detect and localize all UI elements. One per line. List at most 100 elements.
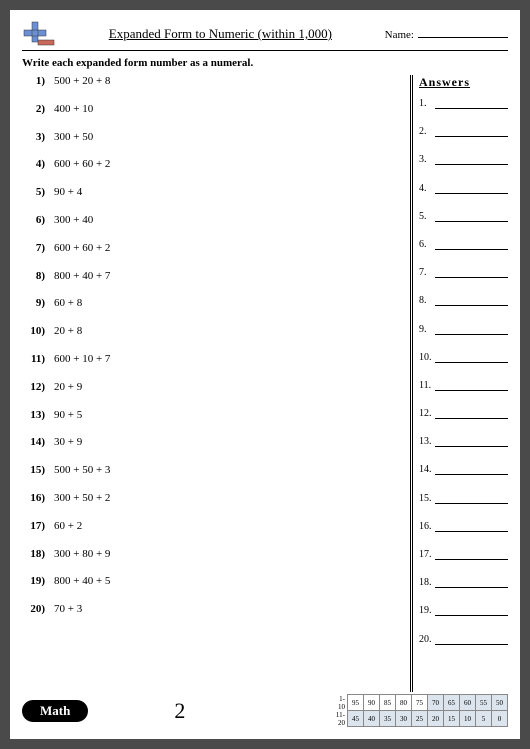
problem-row: 13)90 + 5 xyxy=(26,409,410,421)
answer-blank xyxy=(435,184,508,194)
answers-heading: Answers xyxy=(419,75,508,90)
problem-number: 16) xyxy=(26,492,48,504)
answer-blank xyxy=(435,325,508,335)
answer-row: 16. xyxy=(419,521,508,532)
problem-text: 800 + 40 + 7 xyxy=(48,270,110,282)
answer-blank xyxy=(435,606,508,616)
problem-row: 8)800 + 40 + 7 xyxy=(26,270,410,282)
answer-row: 17. xyxy=(419,549,508,560)
score-cell: 40 xyxy=(364,711,380,727)
score-cell: 20 xyxy=(428,711,444,727)
answer-number: 19. xyxy=(419,605,435,616)
plus-minus-icon xyxy=(22,20,56,48)
instruction-text: Write each expanded form number as a num… xyxy=(22,57,508,69)
answer-blank xyxy=(435,494,508,504)
answer-number: 5. xyxy=(419,211,435,222)
score-cell: 5 xyxy=(476,711,492,727)
answer-row: 9. xyxy=(419,324,508,335)
problem-row: 18)300 + 80 + 9 xyxy=(26,548,410,560)
problem-row: 2)400 + 10 xyxy=(26,103,410,115)
answer-number: 8. xyxy=(419,295,435,306)
answer-blank xyxy=(435,99,508,109)
worksheet-title: Expanded Form to Numeric (within 1,000) xyxy=(62,26,379,42)
score-cell: 55 xyxy=(476,695,492,711)
answer-blank xyxy=(435,550,508,560)
body: 1)500 + 20 + 82)400 + 103)300 + 504)600 … xyxy=(22,75,508,692)
answer-blank xyxy=(435,353,508,363)
answer-blank xyxy=(435,522,508,532)
answer-blank xyxy=(435,437,508,447)
score-cell: 35 xyxy=(380,711,396,727)
score-cell: 0 xyxy=(492,711,508,727)
answer-row: 7. xyxy=(419,267,508,278)
score-cell: 50 xyxy=(492,695,508,711)
answer-number: 14. xyxy=(419,464,435,475)
problem-text: 600 + 60 + 2 xyxy=(48,158,110,170)
problem-row: 1)500 + 20 + 8 xyxy=(26,75,410,87)
answer-number: 9. xyxy=(419,324,435,335)
name-label: Name: xyxy=(385,29,414,41)
answer-row: 10. xyxy=(419,352,508,363)
problem-row: 9)60 + 8 xyxy=(26,297,410,309)
problem-row: 7)600 + 60 + 2 xyxy=(26,242,410,254)
score-cell: 85 xyxy=(380,695,396,711)
problem-number: 13) xyxy=(26,409,48,421)
answer-number: 1. xyxy=(419,98,435,109)
problem-row: 6)300 + 40 xyxy=(26,214,410,226)
score-cell: 80 xyxy=(396,695,412,711)
problem-row: 17)60 + 2 xyxy=(26,520,410,532)
problem-row: 14)30 + 9 xyxy=(26,436,410,448)
answer-row: 19. xyxy=(419,605,508,616)
problem-text: 90 + 5 xyxy=(48,409,82,421)
problem-text: 20 + 9 xyxy=(48,381,82,393)
problem-row: 10)20 + 8 xyxy=(26,325,410,337)
answer-row: 13. xyxy=(419,436,508,447)
answer-number: 15. xyxy=(419,493,435,504)
problem-row: 15)500 + 50 + 3 xyxy=(26,464,410,476)
answer-row: 14. xyxy=(419,464,508,475)
footer: Math 2 1-1095908580757065605550 11-20454… xyxy=(22,694,508,727)
problem-text: 70 + 3 xyxy=(48,603,82,615)
answer-number: 10. xyxy=(419,352,435,363)
answer-blank xyxy=(435,578,508,588)
answer-blank xyxy=(435,381,508,391)
problem-number: 2) xyxy=(26,103,48,115)
problem-text: 300 + 50 + 2 xyxy=(48,492,110,504)
problem-number: 19) xyxy=(26,575,48,587)
problem-row: 12)20 + 9 xyxy=(26,381,410,393)
problem-text: 30 + 9 xyxy=(48,436,82,448)
problem-text: 800 + 40 + 5 xyxy=(48,575,110,587)
answer-number: 17. xyxy=(419,549,435,560)
answer-number: 6. xyxy=(419,239,435,250)
answer-row: 3. xyxy=(419,154,508,165)
answer-blank xyxy=(435,240,508,250)
answer-number: 18. xyxy=(419,577,435,588)
score-cell: 95 xyxy=(348,695,364,711)
score-row-label: 1-10 xyxy=(332,695,348,711)
score-cell: 60 xyxy=(460,695,476,711)
problem-text: 60 + 2 xyxy=(48,520,82,532)
answer-blank xyxy=(435,268,508,278)
answer-number: 4. xyxy=(419,183,435,194)
answer-row: 15. xyxy=(419,493,508,504)
score-cell: 30 xyxy=(396,711,412,727)
problem-number: 1) xyxy=(26,75,48,87)
answer-blank xyxy=(435,212,508,222)
answers-column: Answers 1. 2. 3. 4. 5. 6. 7. 8. 9. 10. 11. 12. 13. 14… xyxy=(410,75,508,692)
problem-row: 16)300 + 50 + 2 xyxy=(26,492,410,504)
score-grid: 1-1095908580757065605550 11-204540353025… xyxy=(332,694,509,727)
problem-number: 11) xyxy=(26,353,48,365)
score-cell: 90 xyxy=(364,695,380,711)
problem-text: 400 + 10 xyxy=(48,103,93,115)
problem-number: 6) xyxy=(26,214,48,226)
answer-number: 16. xyxy=(419,521,435,532)
answer-number: 2. xyxy=(419,126,435,137)
answer-number: 3. xyxy=(419,154,435,165)
answer-number: 13. xyxy=(419,436,435,447)
answer-row: 11. xyxy=(419,380,508,391)
answer-number: 12. xyxy=(419,408,435,419)
problem-number: 20) xyxy=(26,603,48,615)
problem-text: 300 + 50 xyxy=(48,131,93,143)
problem-text: 500 + 50 + 3 xyxy=(48,464,110,476)
score-cell: 15 xyxy=(444,711,460,727)
